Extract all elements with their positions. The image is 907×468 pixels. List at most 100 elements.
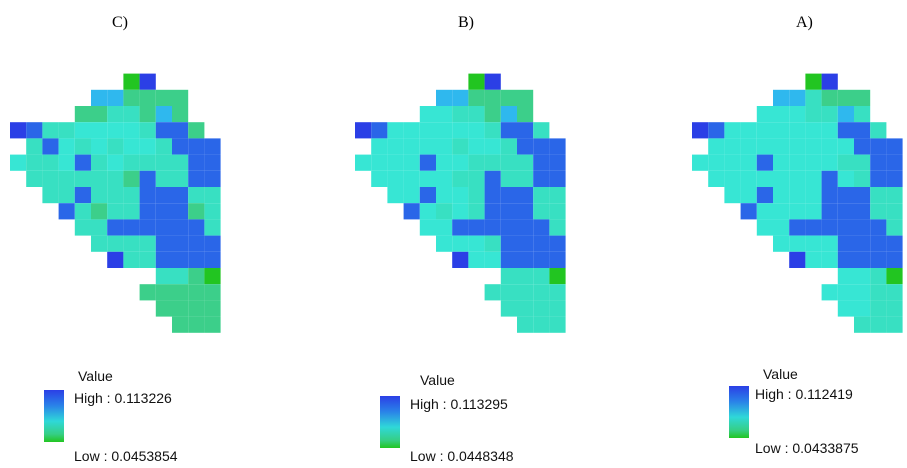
raster-cell [886, 300, 903, 317]
raster-cell [805, 187, 822, 204]
raster-cell [91, 203, 108, 220]
raster-cell [549, 251, 566, 268]
raster-cell [789, 219, 806, 236]
raster-cell [91, 187, 108, 204]
raster-cell [805, 219, 822, 236]
raster-cell [204, 170, 221, 187]
raster-cell [139, 122, 156, 139]
raster-cell [468, 73, 485, 90]
raster-cell [517, 268, 534, 285]
raster-cell [500, 219, 517, 236]
raster-cell [517, 89, 534, 106]
panel-c-color-ramp [44, 390, 64, 442]
raster-cell [172, 251, 189, 268]
raster-cell [155, 268, 172, 285]
raster-cell [517, 122, 534, 139]
raster-cell [452, 235, 469, 252]
raster-cell [789, 106, 806, 123]
raster-cell [188, 219, 205, 236]
raster-cell [188, 203, 205, 220]
raster-cell [42, 138, 59, 155]
raster-cell [854, 235, 871, 252]
raster-cell [468, 251, 485, 268]
raster-cell [139, 73, 156, 90]
raster-cell [452, 122, 469, 139]
raster-cell [821, 89, 838, 106]
raster-cell [91, 154, 108, 171]
raster-cell [188, 268, 205, 285]
raster-cell [468, 219, 485, 236]
raster-cell [123, 203, 140, 220]
raster-cell [484, 89, 501, 106]
raster-cell [821, 251, 838, 268]
raster-cell [789, 187, 806, 204]
raster-cell [26, 154, 43, 171]
raster-cell [58, 154, 75, 171]
raster-cell [204, 284, 221, 301]
raster-cell [533, 187, 550, 204]
raster-cell [403, 187, 420, 204]
raster-cell [91, 219, 108, 236]
raster-cell [188, 251, 205, 268]
raster-cell [533, 170, 550, 187]
raster-cell [468, 235, 485, 252]
raster-cell [886, 316, 903, 333]
raster-cell [854, 89, 871, 106]
raster-cell [870, 268, 887, 285]
raster-cell [74, 170, 91, 187]
raster-cell [854, 106, 871, 123]
raster-cell [452, 138, 469, 155]
raster-cell [484, 106, 501, 123]
raster-cell [533, 154, 550, 171]
raster-cell [107, 170, 124, 187]
raster-cell [355, 154, 372, 171]
raster-cell [123, 235, 140, 252]
panel-c-legend-title: Value [78, 368, 113, 384]
raster-cell [123, 122, 140, 139]
raster-cell [484, 73, 501, 90]
raster-cell [436, 203, 453, 220]
raster-cell [740, 187, 757, 204]
raster-cell [436, 154, 453, 171]
raster-cell [371, 138, 388, 155]
raster-cell [886, 170, 903, 187]
raster-cell [821, 106, 838, 123]
raster-cell [724, 154, 741, 171]
raster-cell [172, 235, 189, 252]
raster-cell [870, 235, 887, 252]
raster-cell [837, 219, 854, 236]
panel-b-legend: Value High : 0.113295 Low : 0.0448348 [380, 372, 580, 468]
raster-cell [204, 187, 221, 204]
raster-cell [805, 138, 822, 155]
raster-cell [188, 300, 205, 317]
raster-cell [172, 122, 189, 139]
raster-cell [533, 219, 550, 236]
raster-cell [139, 106, 156, 123]
raster-cell [756, 203, 773, 220]
raster-cell [204, 251, 221, 268]
raster-cell [724, 187, 741, 204]
raster-cell [107, 251, 124, 268]
raster-cell [123, 106, 140, 123]
raster-cell [500, 300, 517, 317]
raster-cell [756, 138, 773, 155]
raster-cell [155, 170, 172, 187]
raster-cell [26, 138, 43, 155]
raster-cell [172, 187, 189, 204]
raster-cell [533, 300, 550, 317]
raster-cell [837, 203, 854, 220]
raster-cell [533, 235, 550, 252]
raster-cell [837, 268, 854, 285]
raster-cell [854, 316, 871, 333]
raster-cell [886, 187, 903, 204]
raster-cell [821, 203, 838, 220]
raster-cell [155, 235, 172, 252]
raster-cell [155, 203, 172, 220]
raster-cell [468, 154, 485, 171]
raster-cell [549, 284, 566, 301]
raster-cell [452, 106, 469, 123]
raster-cell [549, 138, 566, 155]
raster-cell [107, 89, 124, 106]
raster-cell [870, 219, 887, 236]
raster-cell [74, 106, 91, 123]
